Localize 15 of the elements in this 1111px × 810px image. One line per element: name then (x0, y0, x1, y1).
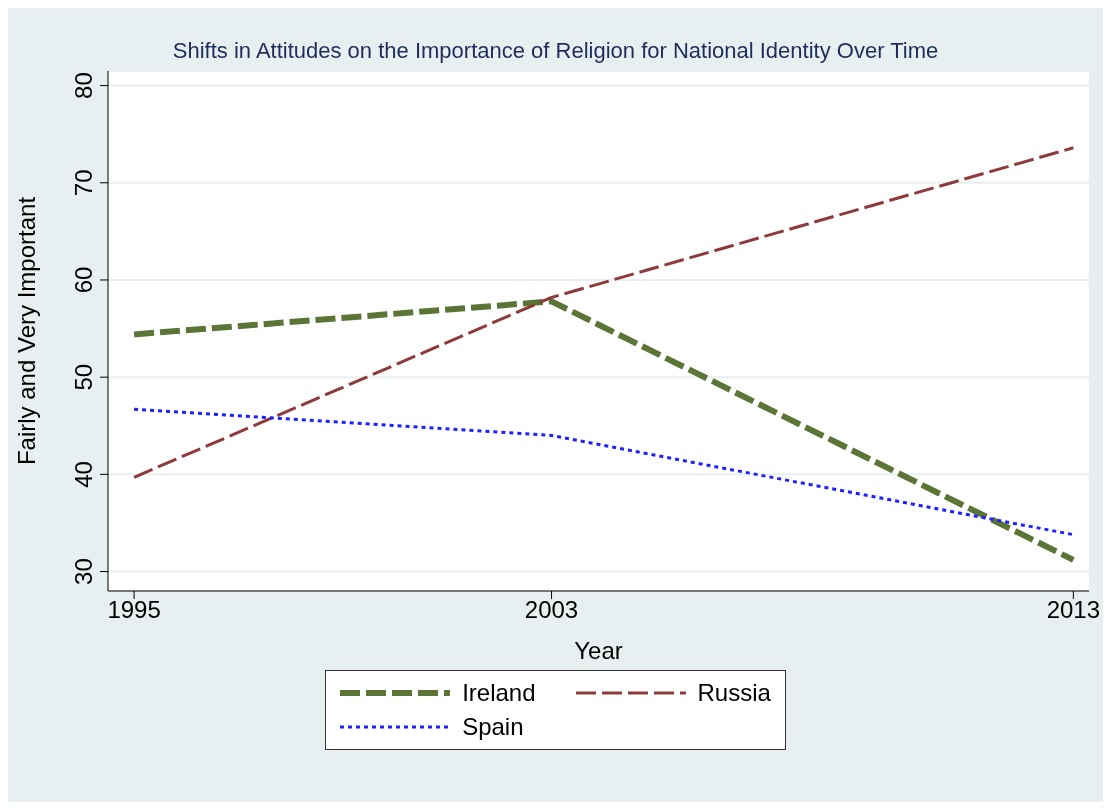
chart-title: Shifts in Attitudes on the Importance of Religion for National Identity Over Time (171, 38, 940, 64)
x-tick-label: 1995 (107, 596, 161, 624)
y-tick-label: 70 (70, 169, 97, 197)
y-tick-label: 40 (70, 461, 97, 488)
y-axis-title: Fairly and Very Important (12, 196, 40, 466)
legend-label: Russia (697, 679, 771, 707)
y-tick-label: 30 (70, 558, 97, 585)
x-tick-label: 2013 (1046, 596, 1101, 624)
y-tick-label: 50 (70, 363, 97, 391)
x-tick-label: 2003 (524, 596, 579, 624)
legend-label: Ireland (462, 679, 536, 707)
x-axis-title: Year (574, 637, 623, 664)
y-tick-label: 80 (70, 72, 97, 99)
y-tick-label: 60 (70, 266, 97, 294)
legend-label: Spain (462, 713, 524, 741)
